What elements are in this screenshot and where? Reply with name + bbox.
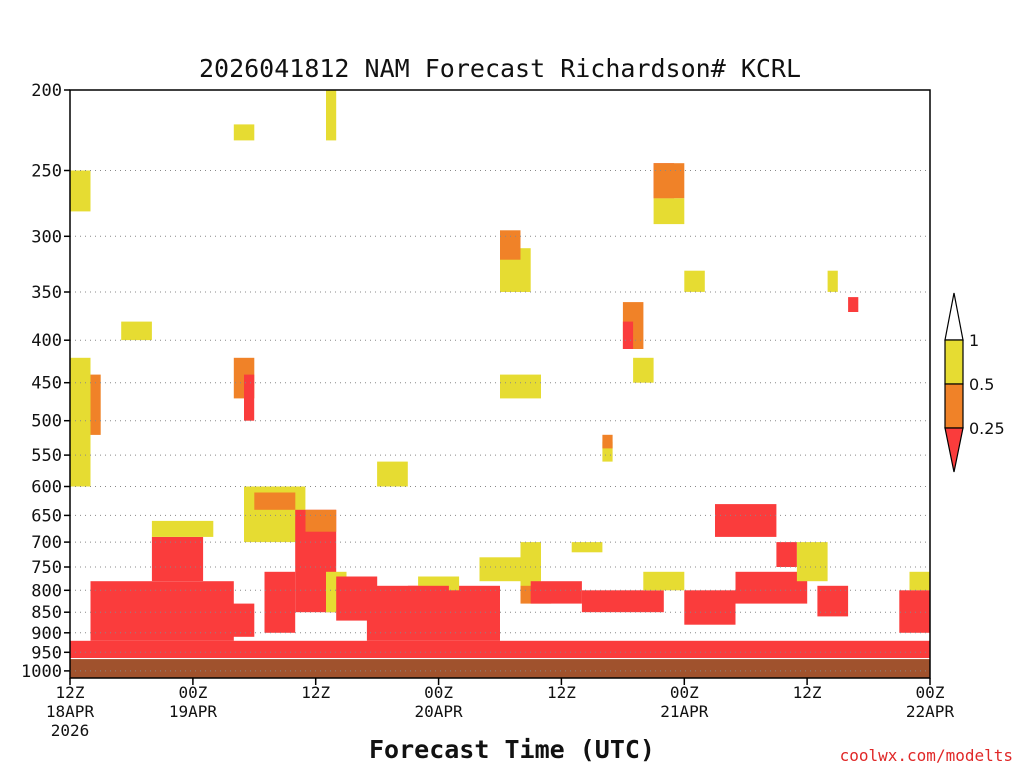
heatmap-cell bbox=[264, 571, 296, 633]
y-tick-label: 900 bbox=[31, 624, 62, 644]
heatmap-cell bbox=[581, 590, 664, 613]
legend-label: 0.5 bbox=[969, 375, 994, 394]
heatmap-cell bbox=[602, 434, 613, 449]
heatmap-cell bbox=[571, 542, 603, 553]
heatmap-cell bbox=[90, 581, 234, 641]
y-tick-label: 800 bbox=[31, 581, 62, 601]
y-tick-label: 1000 bbox=[21, 662, 62, 682]
heatmap-cell bbox=[213, 603, 255, 637]
heatmap-cells bbox=[70, 90, 930, 658]
heatmap-cell bbox=[715, 504, 777, 537]
heatmap-cell bbox=[622, 321, 634, 349]
heatmap-cell bbox=[70, 357, 91, 487]
heatmap-cell bbox=[244, 374, 255, 421]
x-tick-label: 19APR bbox=[169, 702, 218, 721]
y-tick-label: 350 bbox=[31, 283, 62, 303]
heatmap-cell bbox=[121, 321, 152, 341]
legend-swatch-yellow bbox=[944, 339, 964, 385]
grid-lines bbox=[70, 170, 930, 672]
heatmap-cell bbox=[233, 124, 255, 141]
y-tick-label: 550 bbox=[31, 446, 62, 466]
heatmap-cell bbox=[377, 461, 408, 487]
y-tick-label: 600 bbox=[31, 478, 62, 498]
heatmap-cell bbox=[530, 581, 582, 604]
heatmap-cell bbox=[151, 520, 214, 537]
ground-band bbox=[70, 659, 930, 678]
color-legend: 1 0.5 0.25 bbox=[944, 292, 1005, 473]
y-tick-label: 250 bbox=[31, 162, 62, 182]
heatmap-cell bbox=[899, 590, 930, 633]
heatmap-cell bbox=[70, 170, 91, 212]
x-tick-label: 12Z bbox=[301, 683, 330, 702]
legend-label: 1 bbox=[969, 331, 979, 350]
heatmap-cell bbox=[684, 270, 705, 292]
heatmap-cell bbox=[602, 441, 613, 462]
heatmap-cell bbox=[827, 270, 838, 292]
y-tick-label: 700 bbox=[31, 533, 62, 553]
heatmap-cell bbox=[500, 230, 521, 260]
heatmap-cell bbox=[735, 571, 808, 604]
x-tick-label: 2026 bbox=[51, 721, 90, 740]
legend-label: 0.25 bbox=[969, 419, 1005, 438]
heatmap-cell bbox=[633, 357, 654, 383]
credit-text: coolwx.com/modelts bbox=[840, 746, 1013, 765]
y-tick-label: 400 bbox=[31, 331, 62, 351]
x-tick-label: 00Z bbox=[670, 683, 699, 702]
y-tick-label: 950 bbox=[31, 643, 62, 663]
y-tick-label: 450 bbox=[31, 374, 62, 394]
legend-swatch-orange bbox=[944, 383, 964, 429]
x-tick-label: 22APR bbox=[906, 702, 955, 721]
y-tick-label: 750 bbox=[31, 558, 62, 578]
y-tick-label: 850 bbox=[31, 603, 62, 623]
heatmap-cell bbox=[848, 297, 859, 312]
plot-area bbox=[69, 89, 931, 679]
heatmap-cell bbox=[776, 542, 797, 567]
heatmap-cell bbox=[500, 374, 541, 399]
legend-swatch-white bbox=[944, 292, 964, 341]
heatmap-cell bbox=[653, 163, 685, 199]
heatmap-cell bbox=[796, 542, 828, 582]
x-axis-label: Forecast Time (UTC) bbox=[369, 735, 655, 764]
heatmap-cell bbox=[909, 571, 930, 591]
heatmap-cell bbox=[305, 509, 337, 532]
x-tick-label: 00Z bbox=[916, 683, 945, 702]
y-axis: 200 250 300 350 400 450 500 550 600 650 700 750 8008… bbox=[21, 81, 70, 682]
x-tick-label: 00Z bbox=[178, 683, 207, 702]
x-tick-label: 20APR bbox=[415, 702, 464, 721]
y-tick-label: 200 bbox=[31, 81, 62, 101]
legend-swatch-red bbox=[944, 427, 964, 473]
heatmap-cell bbox=[653, 198, 685, 225]
heatmap-cell bbox=[817, 585, 849, 617]
heatmap-cell bbox=[643, 571, 685, 591]
x-tick-label: 18APR bbox=[46, 702, 95, 721]
y-tick-label: 650 bbox=[31, 506, 62, 526]
heatmap-cell bbox=[684, 590, 736, 625]
heatmap-cell bbox=[407, 585, 449, 600]
plot-frame bbox=[69, 89, 931, 679]
y-tick-label: 300 bbox=[31, 227, 62, 247]
x-tick-label: 12Z bbox=[56, 683, 85, 702]
heatmap-cell bbox=[326, 90, 337, 141]
heatmap-cell bbox=[70, 640, 930, 658]
x-tick-label: 12Z bbox=[793, 683, 822, 702]
chart-title: 2026041812 NAM Forecast Richardson# KCRL bbox=[199, 54, 801, 83]
x-tick-label: 00Z bbox=[424, 683, 453, 702]
heatmap-cell bbox=[479, 557, 531, 582]
y-tick-label: 500 bbox=[31, 412, 62, 432]
x-tick-label: 12Z bbox=[547, 683, 576, 702]
heatmap-cell bbox=[254, 492, 296, 510]
heatmap-cell bbox=[151, 536, 204, 582]
x-tick-label: 21APR bbox=[660, 702, 709, 721]
heatmap-cell bbox=[520, 542, 541, 591]
